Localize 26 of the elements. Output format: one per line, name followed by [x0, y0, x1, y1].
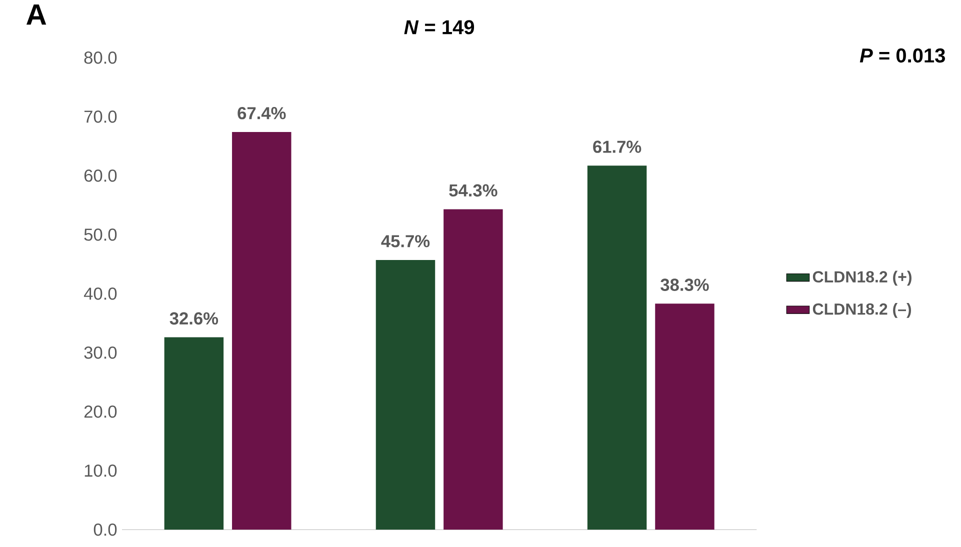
y-tick-label: 80.0	[84, 52, 117, 64]
data-label: 61.7%	[593, 140, 642, 154]
y-tick-label: 0.0	[94, 524, 117, 536]
text: P = 0.013	[860, 48, 945, 63]
y-tick-label: 70.0	[84, 110, 117, 123]
data-label: 38.3%	[660, 278, 709, 292]
bar	[444, 209, 503, 530]
y-tick-label: 50.0	[84, 228, 117, 241]
data-label: 67.4%	[238, 107, 286, 120]
chart-title: N = 149	[404, 20, 474, 34]
y-tick-label: 60.0	[84, 170, 117, 182]
legend-label: CLDN18.2 (–)	[812, 303, 912, 318]
data-label: 54.3%	[449, 184, 498, 197]
legend-label: CLDN18.2 (+)	[812, 270, 912, 286]
bar	[587, 166, 647, 530]
bar	[655, 304, 714, 530]
bar	[232, 132, 292, 530]
bar	[376, 260, 436, 530]
text: A	[26, 4, 46, 25]
y-tick-label: 20.0	[84, 406, 117, 418]
data-label: 32.6%	[170, 312, 218, 325]
y-tick-label: 40.0	[84, 288, 117, 300]
y-tick-label: 10.0	[84, 464, 117, 477]
y-tick-label: 30.0	[84, 346, 117, 359]
bar	[164, 337, 224, 530]
data-label: 45.7%	[381, 235, 430, 248]
